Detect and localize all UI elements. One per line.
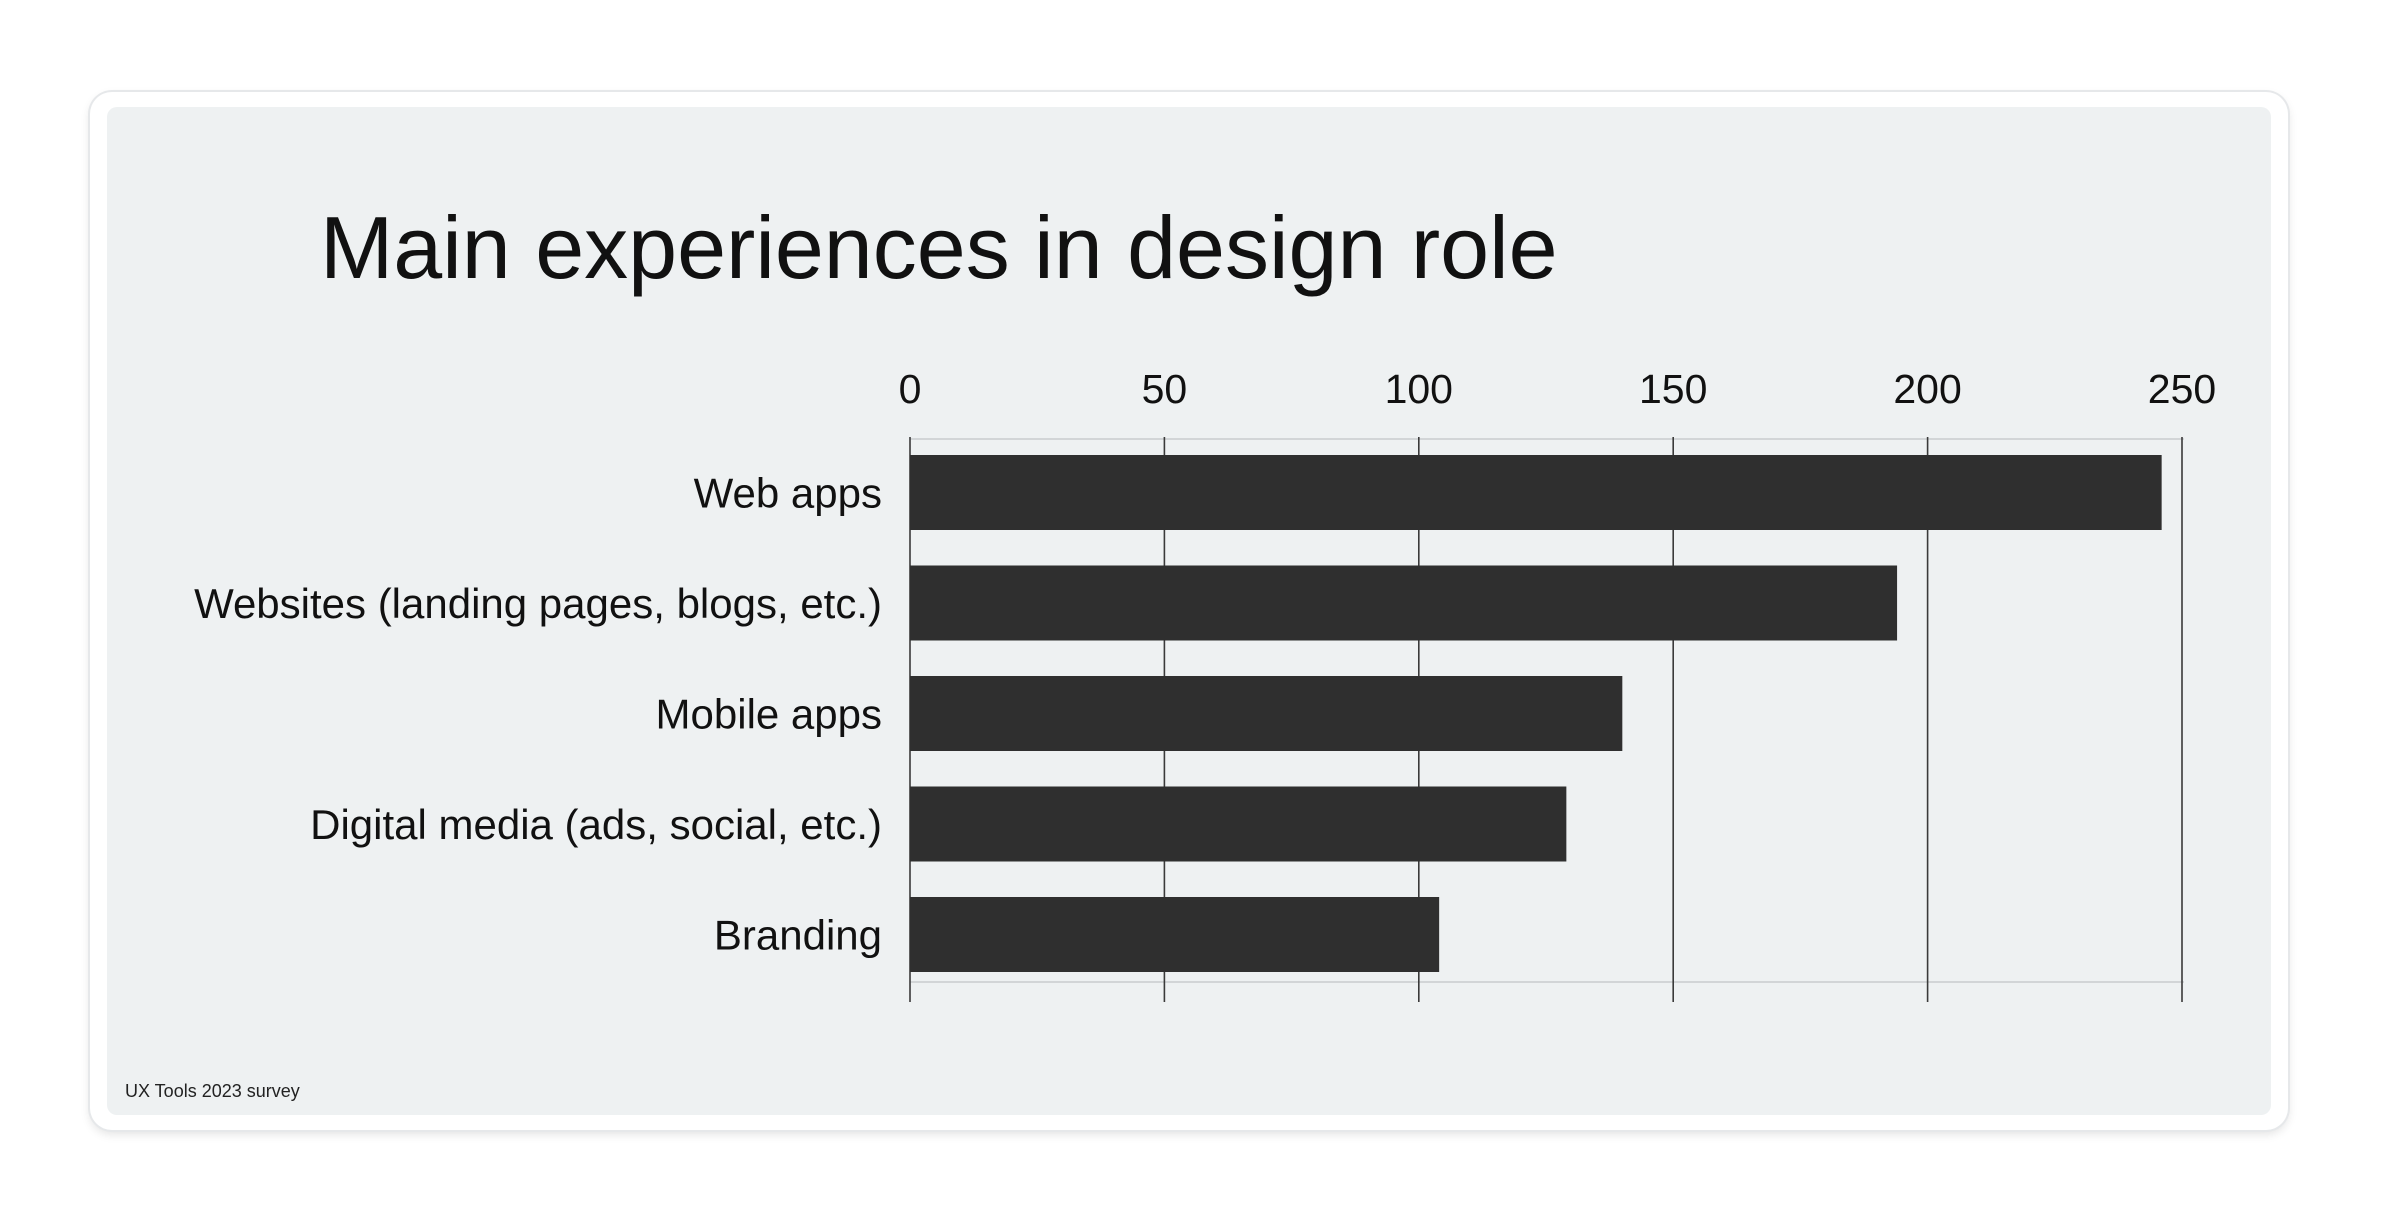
bar bbox=[910, 676, 1623, 751]
x-tick-label: 200 bbox=[1893, 366, 1961, 412]
bar bbox=[910, 455, 2162, 530]
x-tick-label: 150 bbox=[1639, 366, 1707, 412]
category-labels: Web apps Websites (landing pages, blogs, … bbox=[194, 470, 882, 959]
category-label: Web apps bbox=[694, 470, 882, 517]
bars bbox=[910, 455, 2162, 972]
category-label: Digital media (ads, social, etc.) bbox=[310, 801, 882, 848]
bar bbox=[910, 786, 1567, 862]
category-label: Mobile apps bbox=[656, 691, 882, 738]
x-tick-label: 0 bbox=[899, 366, 922, 412]
chart-title: Main experiences in design role bbox=[320, 198, 1558, 297]
x-tick-label: 100 bbox=[1385, 366, 1453, 412]
bar bbox=[910, 565, 1898, 641]
category-label: Branding bbox=[714, 912, 882, 959]
x-axis-ticks: 0 50 100 150 200 250 bbox=[899, 366, 2217, 412]
category-label: Websites (landing pages, blogs, etc.) bbox=[194, 580, 882, 627]
x-tick-label: 250 bbox=[2148, 366, 2216, 412]
source-note: UX Tools 2023 survey bbox=[125, 1081, 300, 1101]
bar bbox=[910, 897, 1440, 972]
x-tick-label: 50 bbox=[1142, 366, 1188, 412]
